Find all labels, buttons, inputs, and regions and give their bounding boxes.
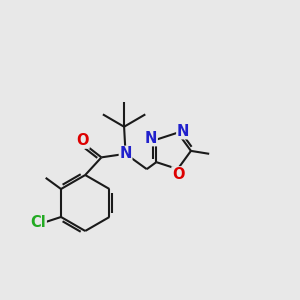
Text: O: O — [76, 133, 89, 148]
Text: O: O — [172, 167, 184, 182]
Text: N: N — [177, 124, 189, 139]
Text: Cl: Cl — [31, 215, 46, 230]
Text: N: N — [145, 131, 157, 146]
Text: N: N — [119, 146, 132, 161]
